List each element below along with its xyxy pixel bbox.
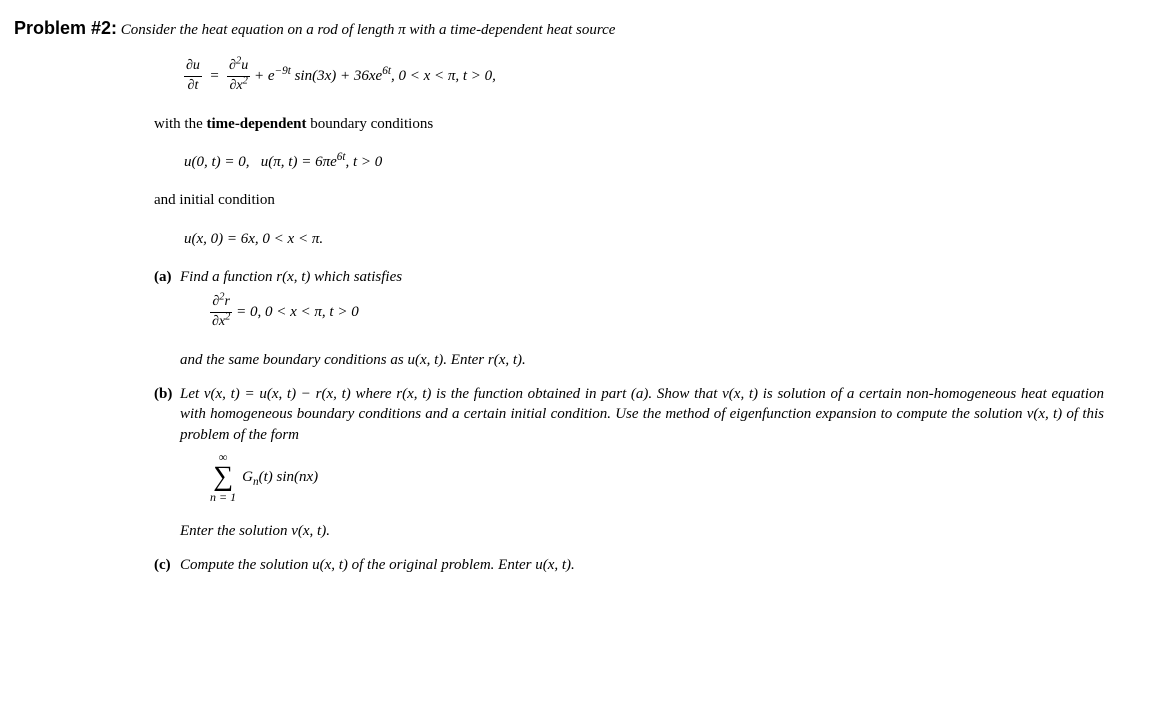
equation-ic: u(x, 0) = 6x, 0 < x < π. — [184, 229, 1104, 249]
part-a: (a) Find a function r(x, t) which satisf… — [154, 267, 1104, 287]
part-b-label: (b) — [154, 384, 180, 445]
ic-intro: and initial condition — [154, 190, 1104, 210]
problem-content: ∂u ∂t = ∂2u ∂x2 + e−9t sin(3x) + 36xe6t,… — [154, 57, 1104, 575]
part-c-label: (c) — [154, 555, 180, 575]
frac-d2rdx2: ∂2r ∂x2 — [210, 293, 232, 332]
equation-pde: ∂u ∂t = ∂2u ∂x2 + e−9t sin(3x) + 36xe6t,… — [184, 57, 1104, 96]
frac-dudt: ∂u ∂t — [184, 57, 202, 96]
problem-label: Problem #2: — [14, 18, 117, 38]
sigma-sum: ∞ ∑ n = 1 — [210, 451, 236, 503]
sum-term: Gn(t) sin(nx) — [242, 467, 318, 487]
part-c-body: Compute the solution u(x, t) of the orig… — [180, 555, 1104, 575]
problem-intro: Consider the heat equation on a rod of l… — [121, 22, 616, 38]
equation-bc: u(0, t) = 0, u(π, t) = 6πe6t, t > 0 — [184, 152, 1104, 172]
frac-d2udx2: ∂2u ∂x2 — [227, 57, 250, 96]
bc-bold: time-dependent — [207, 116, 307, 132]
problem-header: Problem #2: Consider the heat equation o… — [14, 18, 1138, 39]
part-a-text2: and the same boundary conditions as u(x,… — [180, 350, 1104, 370]
part-a-body: Find a function r(x, t) which satisfies — [180, 267, 1104, 287]
equation-part-b-sum: ∞ ∑ n = 1 Gn(t) sin(nx) — [210, 451, 1104, 503]
part-b-text2: Enter the solution v(x, t). — [180, 521, 1104, 541]
equation-part-a: ∂2r ∂x2 = 0, 0 < x < π, t > 0 — [210, 293, 1104, 332]
part-b-body: Let v(x, t) = u(x, t) − r(x, t) where r(… — [180, 384, 1104, 445]
bc-intro: with the time-dependent boundary conditi… — [154, 114, 1104, 134]
part-a-label: (a) — [154, 267, 180, 287]
part-c: (c) Compute the solution u(x, t) of the … — [154, 555, 1104, 575]
part-b: (b) Let v(x, t) = u(x, t) − r(x, t) wher… — [154, 384, 1104, 445]
